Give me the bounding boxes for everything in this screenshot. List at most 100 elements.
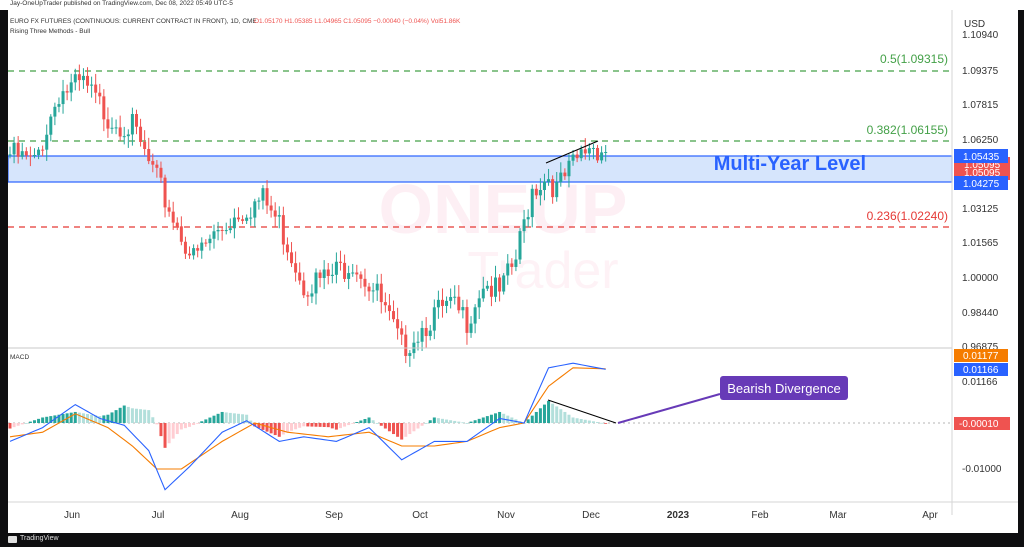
candle-body <box>502 275 506 292</box>
candle-body <box>453 296 457 298</box>
histogram-bar <box>8 423 12 429</box>
histogram-bar <box>412 423 416 432</box>
candle-body <box>175 222 179 227</box>
candle-body <box>134 114 138 127</box>
candle-body <box>253 201 257 218</box>
axis-overlap-label: 1.05095 <box>964 168 1001 179</box>
candle-body <box>139 126 143 142</box>
macd-line <box>9 362 606 491</box>
candle-body <box>130 114 134 135</box>
footer-bar: TradingView <box>0 533 1024 547</box>
candle-body <box>106 119 110 129</box>
x-tick: 2023 <box>667 510 690 521</box>
candle-body <box>41 149 45 151</box>
histogram-bar <box>143 409 147 423</box>
histogram-bar <box>604 423 608 424</box>
candle-body <box>506 263 510 276</box>
chart-area[interactable]: ONEUP Trader 0.5(1.09315) 0.382(1.06155)… <box>7 10 1018 533</box>
histogram-bar <box>134 408 138 423</box>
histogram-bar <box>41 417 45 423</box>
candle-body <box>338 261 342 263</box>
histogram-bar <box>77 412 81 423</box>
histogram-bar <box>506 415 510 423</box>
candle-body <box>102 96 106 120</box>
axis-overlap-label: 1.05095 <box>964 160 1001 171</box>
histogram-bar <box>261 423 265 430</box>
histogram-bar <box>494 413 498 423</box>
histogram-bar <box>477 418 481 423</box>
candle-body <box>359 274 363 279</box>
histogram-bar <box>171 423 175 439</box>
candle-body <box>310 293 314 297</box>
candle-body <box>147 149 151 162</box>
candle-body <box>12 142 16 155</box>
candle-body <box>298 272 302 281</box>
histogram-bar <box>179 423 183 430</box>
y-tick: 1.07815 <box>962 100 999 111</box>
histogram-bar <box>363 418 367 423</box>
y-tick: 0.98440 <box>962 308 999 319</box>
histogram-bar <box>204 419 208 423</box>
signal-line <box>9 367 606 470</box>
x-tick: Mar <box>829 510 847 521</box>
time-axis[interactable]: Jun Jul Aug Sep Oct Nov Dec 2023 Feb Mar… <box>64 510 939 521</box>
x-tick: Jun <box>64 510 80 521</box>
histogram-bar <box>600 422 604 424</box>
fib-label-0-382: 0.382(1.06155) <box>867 123 948 137</box>
chart-svg[interactable]: ONEUP Trader 0.5(1.09315) 0.382(1.06155)… <box>7 10 1018 533</box>
candle-body <box>122 136 126 138</box>
candles[interactable] <box>8 64 608 367</box>
histogram-bar <box>583 419 587 423</box>
candle-body <box>432 307 436 331</box>
histogram-bar <box>73 411 77 423</box>
histogram-bar <box>175 423 179 435</box>
candle-body <box>204 242 208 244</box>
histogram-bar <box>106 414 110 423</box>
candle-body <box>551 179 555 198</box>
candle-body <box>392 311 396 320</box>
candle-body <box>61 91 65 105</box>
candle-body <box>473 307 477 324</box>
candle-body <box>559 172 563 183</box>
zone-label: Multi-Year Level <box>714 153 866 175</box>
histogram-bar <box>379 423 383 426</box>
histogram-bar <box>534 411 538 423</box>
candle-body <box>249 217 253 219</box>
candle-body <box>347 273 351 279</box>
candle-body <box>90 84 94 86</box>
candle-body <box>192 248 196 256</box>
histogram-bar <box>526 419 530 423</box>
histogram-bar <box>502 413 506 423</box>
histogram-bar <box>551 403 555 423</box>
histogram-bar <box>465 423 469 424</box>
histogram-bar <box>16 423 20 426</box>
candle-body <box>302 280 306 296</box>
candle-body <box>469 323 473 333</box>
hist-value-tag <box>954 417 1010 430</box>
histogram-bar <box>269 423 273 434</box>
candle-body <box>171 211 175 223</box>
divergence-pointer <box>617 393 721 424</box>
histogram-bar <box>130 408 134 423</box>
y-tick: 1.09375 <box>962 66 999 77</box>
histogram-bar <box>375 423 379 424</box>
price-axis[interactable]: 1.10940 1.09375 1.07815 1.06250 1.05095 … <box>954 30 1010 353</box>
x-tick: Nov <box>497 510 515 521</box>
histogram-bar <box>457 421 461 423</box>
candle-body <box>334 261 338 275</box>
candle-body <box>65 91 69 93</box>
candle-body <box>579 149 583 159</box>
histogram-bar <box>436 418 440 423</box>
candle-body <box>449 297 453 301</box>
histogram-bar <box>408 423 412 435</box>
histogram-bar <box>542 404 546 423</box>
histogram-bar <box>151 417 155 423</box>
x-tick: Sep <box>325 510 343 521</box>
candle-body <box>583 149 587 154</box>
histogram-bar <box>563 411 567 423</box>
histogram-bar <box>294 423 298 430</box>
candle-body <box>485 285 489 289</box>
candle-body <box>118 127 122 137</box>
histogram-bar <box>338 423 342 429</box>
macd-axis[interactable]: 0.01177 0.01166 0.01166 -0.00010 -0.0100… <box>954 349 1010 475</box>
